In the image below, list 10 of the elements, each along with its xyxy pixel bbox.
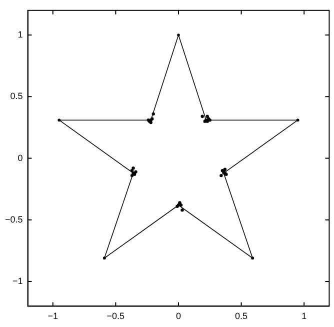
y-tick-label: −1 <box>12 276 23 286</box>
x-tick-label: 1 <box>302 311 307 322</box>
x-tick-label: −1 <box>48 311 58 322</box>
x-tick-label: 0.5 <box>235 311 248 322</box>
x-tick-label: 0 <box>176 311 181 322</box>
y-tick-label: −0.5 <box>4 214 23 224</box>
y-tick-label: 1 <box>18 30 23 40</box>
x-tick-label: −0.5 <box>106 311 125 322</box>
y-tick-label: 0.5 <box>10 91 23 102</box>
y-tick-label: 0 <box>18 152 23 163</box>
